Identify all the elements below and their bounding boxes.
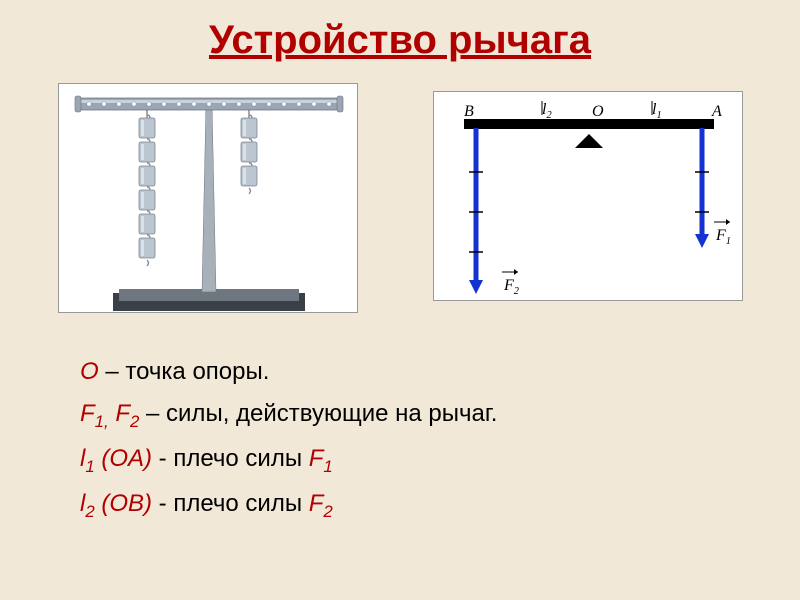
def-arm2: l2 (OB) - плечо силы F2	[80, 485, 740, 526]
sym-O: O	[80, 358, 99, 385]
figure-lever-apparatus	[58, 83, 358, 313]
svg-text:F2: F2	[503, 277, 519, 297]
figures-row: B A Ol2 l1 F1 F2	[0, 73, 800, 313]
svg-text:A: A	[711, 103, 722, 120]
figure-lever-diagram: B A Ol2 l1 F1 F2	[433, 91, 743, 301]
def-arm1: l1 (OA) - плечо силы F1	[80, 440, 740, 481]
diagram-svg: B A Ol2 l1 F1 F2	[434, 92, 744, 302]
definitions: O – точка опоры. F1, F2 – силы, действую…	[0, 313, 800, 525]
slide: Устройство рычага B A Ol2 l1 F1 F2 O – точка …	[0, 0, 800, 600]
svg-text:l2: l2	[542, 101, 552, 121]
def-fulcrum: O – точка опоры.	[80, 353, 740, 391]
apparatus-svg	[59, 84, 359, 314]
svg-text:B: B	[464, 103, 474, 120]
svg-text:l1: l1	[652, 101, 662, 121]
def-forces: F1, F2 – силы, действующие на рычаг.	[80, 395, 740, 436]
svg-text:F1: F1	[715, 227, 731, 247]
svg-text:O: O	[592, 103, 604, 120]
slide-title: Устройство рычага	[0, 0, 800, 73]
